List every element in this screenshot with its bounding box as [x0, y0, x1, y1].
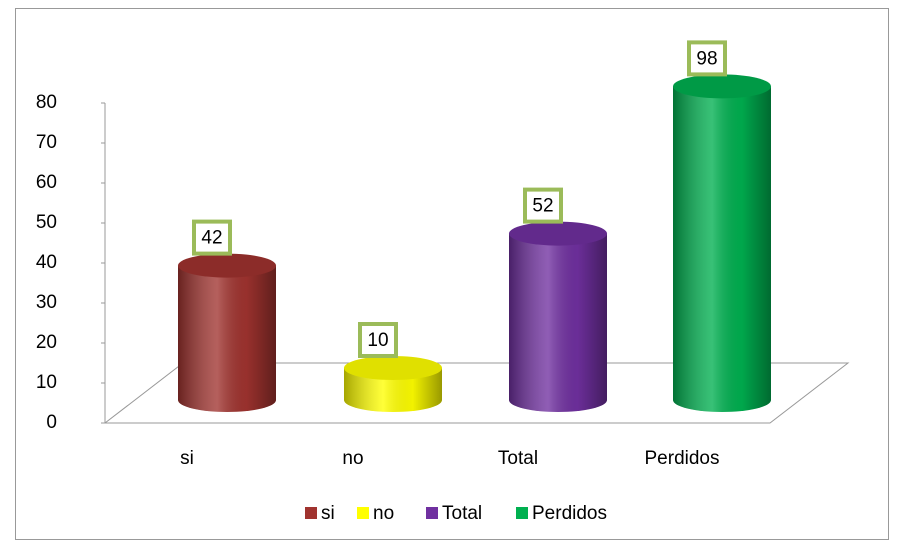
legend-label: no: [373, 503, 394, 524]
bar-part: [344, 368, 442, 412]
bar-part: [178, 253, 276, 278]
x-tick-label: Total: [498, 448, 538, 469]
y-tick-label: 60: [36, 172, 57, 193]
floor: [103, 362, 850, 424]
bar-part: [673, 86, 771, 413]
bar-part: [178, 253, 276, 278]
bar-part: [344, 356, 442, 380]
x-tick-label: no: [342, 448, 363, 469]
bar-part: [509, 221, 607, 246]
legend-swatch: [516, 507, 528, 519]
bar-part: [509, 233, 607, 412]
legend-swatch: [357, 507, 369, 519]
legend-swatch: [426, 507, 438, 519]
y-tick-label: 70: [36, 132, 57, 153]
bar-part: [673, 74, 771, 99]
y-tick-label: 10: [36, 372, 57, 393]
y-tick-label: 20: [36, 332, 57, 353]
data-label-box: [523, 187, 563, 224]
bar: [344, 356, 442, 412]
y-tick-label: 50: [36, 212, 57, 233]
data-label: 52: [532, 196, 553, 217]
x-tick-label: Perdidos: [645, 448, 720, 469]
data-label-box: [687, 40, 727, 77]
legend-label: Perdidos: [532, 503, 607, 524]
bar: [178, 253, 276, 412]
legend-label: si: [321, 503, 335, 524]
bar-part: [673, 74, 771, 99]
legend-label: Total: [442, 503, 482, 524]
y-tick-label: 0: [46, 412, 57, 433]
data-label: 98: [696, 48, 717, 69]
data-label: 10: [367, 330, 388, 351]
y-tick-label: 40: [36, 252, 57, 273]
legend-swatch: [305, 507, 317, 519]
bar-part: [178, 265, 276, 412]
bar: [673, 74, 771, 413]
bar-part: [344, 356, 442, 380]
bar-part: [509, 221, 607, 246]
y-tick-label: 80: [36, 92, 57, 113]
x-tick-label: si: [180, 448, 194, 469]
data-label-box: [358, 322, 398, 358]
data-label-box: [192, 219, 232, 256]
data-label: 42: [201, 228, 222, 249]
bar: [509, 221, 607, 412]
y-tick-label: 30: [36, 292, 57, 313]
